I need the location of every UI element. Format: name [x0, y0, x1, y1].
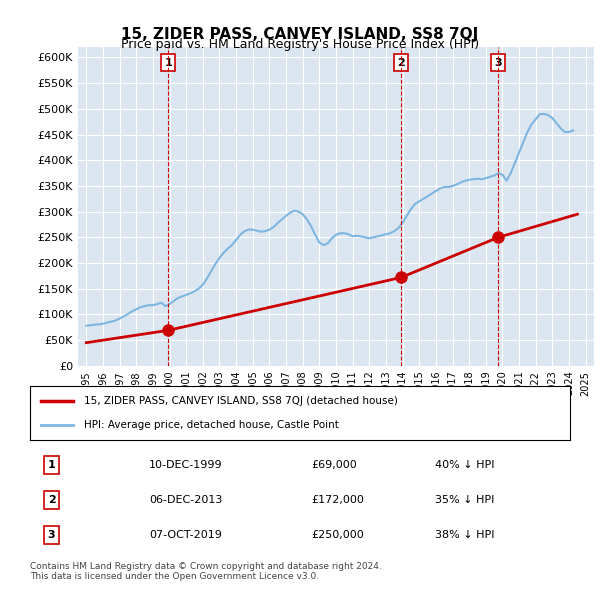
Text: 3: 3	[494, 58, 502, 68]
Text: 3: 3	[48, 530, 55, 540]
Text: 15, ZIDER PASS, CANVEY ISLAND, SS8 7QJ (detached house): 15, ZIDER PASS, CANVEY ISLAND, SS8 7QJ (…	[84, 396, 398, 407]
Text: 10-DEC-1999: 10-DEC-1999	[149, 460, 223, 470]
Text: £172,000: £172,000	[311, 495, 364, 505]
Text: 1: 1	[48, 460, 55, 470]
Text: 15, ZIDER PASS, CANVEY ISLAND, SS8 7QJ: 15, ZIDER PASS, CANVEY ISLAND, SS8 7QJ	[121, 27, 479, 41]
Text: £69,000: £69,000	[311, 460, 356, 470]
Text: 38% ↓ HPI: 38% ↓ HPI	[435, 530, 494, 540]
Text: 06-DEC-2013: 06-DEC-2013	[149, 495, 222, 505]
Text: 07-OCT-2019: 07-OCT-2019	[149, 530, 221, 540]
Text: HPI: Average price, detached house, Castle Point: HPI: Average price, detached house, Cast…	[84, 419, 339, 430]
Text: 35% ↓ HPI: 35% ↓ HPI	[435, 495, 494, 505]
Text: Contains HM Land Registry data © Crown copyright and database right 2024.
This d: Contains HM Land Registry data © Crown c…	[30, 562, 382, 581]
Text: Price paid vs. HM Land Registry's House Price Index (HPI): Price paid vs. HM Land Registry's House …	[121, 38, 479, 51]
Text: 1: 1	[164, 58, 172, 68]
Text: £250,000: £250,000	[311, 530, 364, 540]
Text: 40% ↓ HPI: 40% ↓ HPI	[435, 460, 494, 470]
Text: 2: 2	[48, 495, 55, 505]
Text: 2: 2	[397, 58, 405, 68]
